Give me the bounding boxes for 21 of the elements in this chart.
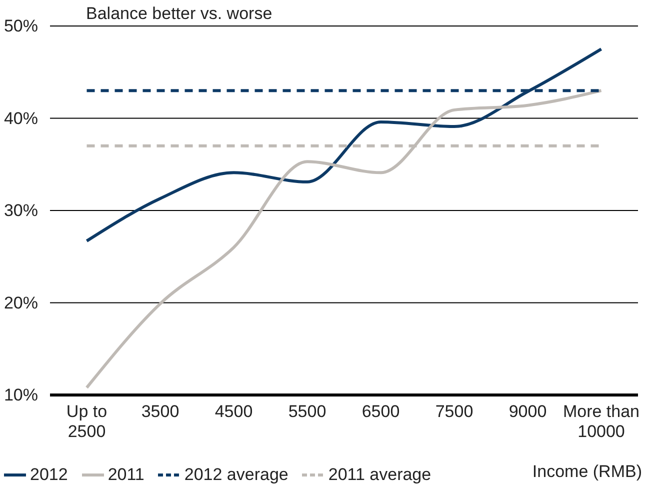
y-tick-label: 10%	[4, 386, 38, 404]
x-tick-label: 3500	[141, 402, 180, 421]
y-tick-label: 50%	[4, 16, 38, 36]
x-tick-label: More than 10000	[562, 402, 640, 441]
x-tick-label: 9000	[508, 402, 547, 421]
y-tick-label: 20%	[4, 293, 38, 312]
y-tick-label: 30%	[4, 201, 38, 220]
legend-label: 2011	[108, 465, 144, 485]
x-tick-label: 4500	[214, 402, 253, 421]
chart-title: Balance better vs. worse	[86, 4, 272, 24]
x-tick-label: 5500	[288, 402, 326, 421]
y-tick-label: 40%	[4, 108, 38, 128]
line-series	[85, 89, 603, 390]
x-tick-label: 7500	[435, 402, 474, 421]
legend-label: 2012 average	[184, 465, 288, 485]
x-tick-label: Up to 2500	[66, 402, 108, 441]
legend-label: 2011 average	[328, 465, 432, 485]
legend-label: 2012	[30, 465, 68, 485]
x-tick-label: 6500	[362, 402, 400, 421]
x-axis-title: Income (RMB)	[532, 462, 642, 482]
line-series	[85, 48, 603, 242]
